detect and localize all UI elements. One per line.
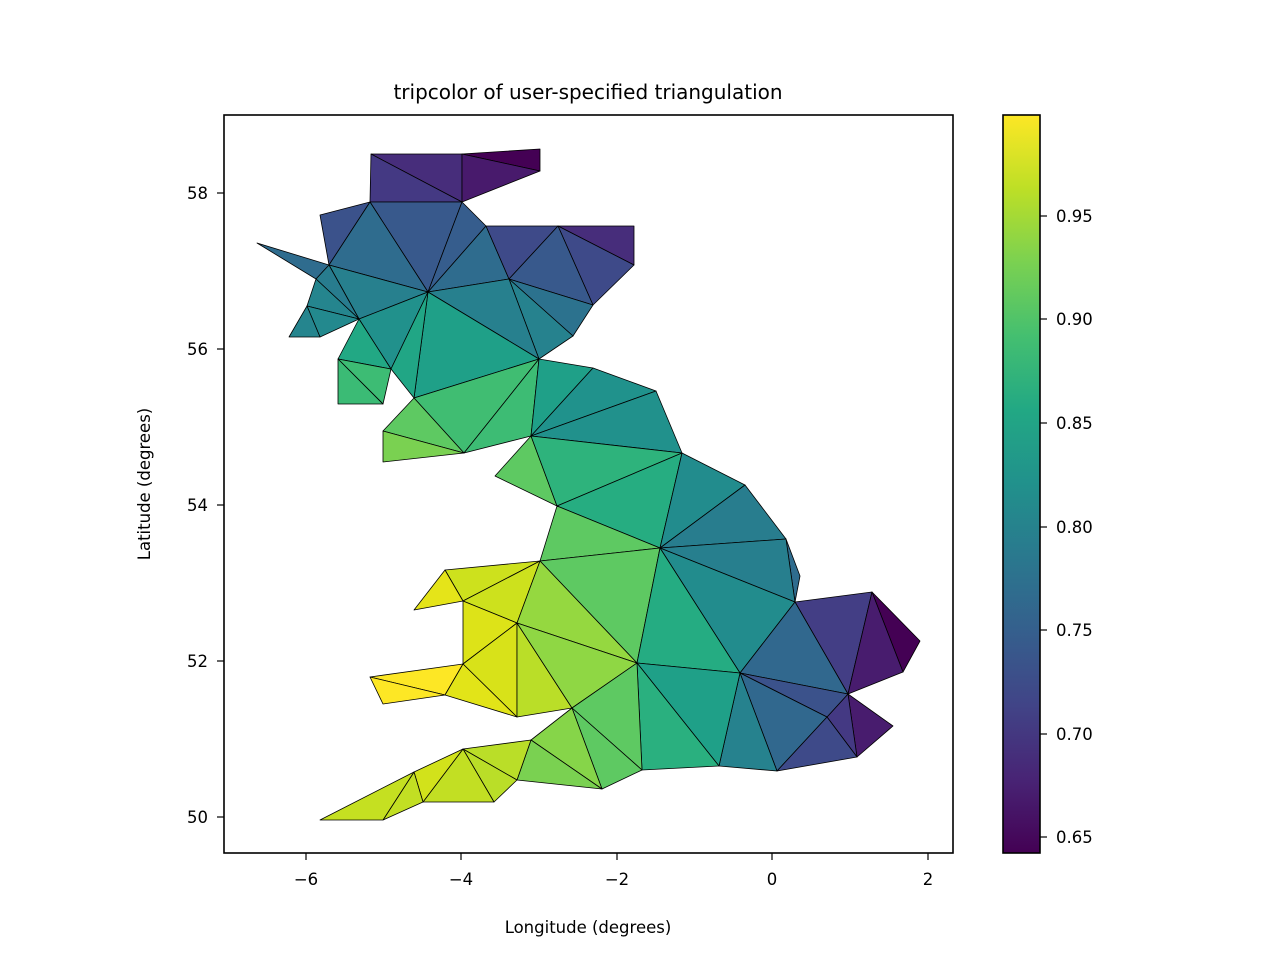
colorbar-tick-label: 0.75 bbox=[1056, 621, 1093, 640]
x-tick-label: 2 bbox=[923, 870, 934, 889]
mesh-triangle bbox=[382, 430, 465, 463]
y-tick-label: 52 bbox=[187, 652, 208, 671]
colorbar-gradient bbox=[1002, 114, 1041, 854]
y-axis-label: Latitude (degrees) bbox=[135, 408, 154, 560]
mesh-triangle bbox=[319, 771, 415, 821]
mesh-triangle bbox=[444, 663, 518, 718]
x-tick-label: −2 bbox=[605, 870, 629, 889]
y-tick-label: 54 bbox=[187, 496, 208, 515]
colorbar-tick-label: 0.80 bbox=[1056, 518, 1093, 537]
colorbar-tick-label: 0.95 bbox=[1056, 207, 1093, 226]
mesh-triangle bbox=[413, 569, 464, 611]
y-axis: 58 56 54 52 50 Latitude (degrees) bbox=[135, 184, 224, 827]
mesh-triangle bbox=[390, 291, 429, 399]
x-tick-label: −6 bbox=[294, 870, 318, 889]
y-tick-label: 58 bbox=[187, 184, 208, 203]
x-axis: −6 −4 −2 0 2 Longitude (degrees) bbox=[294, 853, 933, 937]
mesh-triangle bbox=[256, 242, 330, 280]
triangulation-mesh bbox=[256, 148, 921, 821]
colorbar-tick-label: 0.65 bbox=[1056, 828, 1093, 847]
colorbar-tick-label: 0.85 bbox=[1056, 414, 1093, 433]
mesh-triangle bbox=[461, 153, 541, 203]
mesh-triangle bbox=[288, 305, 321, 338]
colorbar-tick-label: 0.70 bbox=[1056, 725, 1093, 744]
chart-title: tripcolor of user-specified triangulatio… bbox=[393, 80, 782, 104]
plot-frame bbox=[223, 114, 954, 854]
mesh-triangle bbox=[847, 591, 904, 695]
mesh-triangle bbox=[337, 358, 384, 405]
colorbar: 0.65 0.70 0.75 0.80 0.85 0.90 0.95 bbox=[1002, 114, 1093, 854]
mesh-triangle bbox=[369, 676, 446, 705]
x-tick-label: 0 bbox=[767, 870, 778, 889]
x-axis-label: Longitude (degrees) bbox=[505, 918, 672, 937]
mesh-triangle bbox=[776, 716, 858, 772]
colorbar-tick-label: 0.90 bbox=[1056, 310, 1093, 329]
x-tick-label: −4 bbox=[449, 870, 473, 889]
y-tick-label: 56 bbox=[187, 340, 208, 359]
y-tick-label: 50 bbox=[187, 808, 208, 827]
